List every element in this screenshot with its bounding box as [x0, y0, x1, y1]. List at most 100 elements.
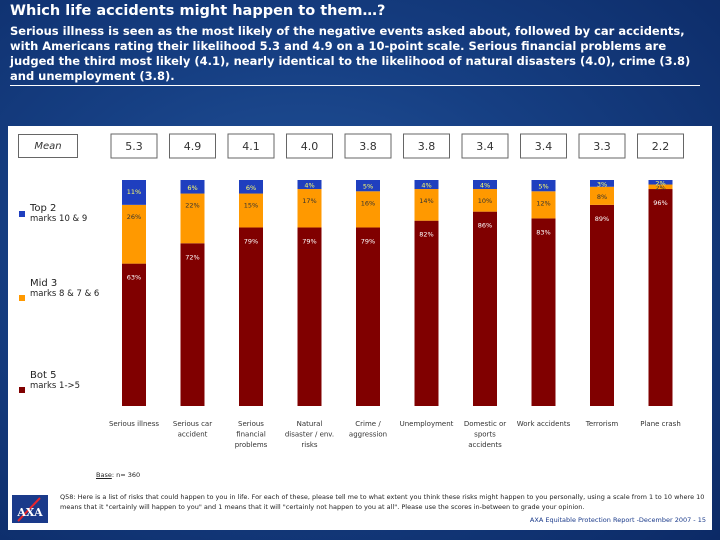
mean-box — [637, 133, 684, 159]
data-label: 4% — [421, 182, 431, 190]
data-label: 79% — [302, 237, 316, 245]
data-label: 26% — [127, 213, 141, 221]
chart-panel: 5.3 63% 26% 11% Serious illness 4.9 72% 22% 6% Se… — [8, 126, 712, 530]
category-label: Serious car accident — [173, 420, 212, 439]
data-label: 83% — [536, 228, 550, 236]
bar-segment — [531, 191, 556, 219]
bar-segment — [473, 211, 497, 406]
data-label: 8% — [597, 193, 607, 201]
mean-value: 5.3 — [125, 140, 143, 153]
mean-box — [403, 133, 450, 159]
data-label: 14% — [419, 197, 433, 205]
legend-top2: Top 2 marks 10 & 9 — [16, 203, 87, 225]
base-value: : n= 360 — [111, 471, 141, 479]
mean-value: 3.3 — [593, 140, 611, 153]
bar-segment — [590, 186, 614, 205]
data-label: 11% — [127, 188, 141, 196]
bar-segment — [590, 180, 614, 187]
legend-top2-label: Top 2 — [30, 203, 57, 214]
base-note: Base: n= 360 — [96, 471, 140, 479]
legend-mid3-label: Mid 3 — [30, 278, 58, 289]
bar-segment — [239, 193, 263, 228]
legend-mid3: Mid 3 marks 8 & 7 & 6 — [16, 278, 99, 301]
legend-bot5-label: Bot 5 — [30, 370, 57, 381]
mean-box — [578, 133, 626, 159]
legend-top2-sub: marks 10 & 9 — [30, 214, 88, 224]
category-label: Work accidents — [517, 420, 571, 428]
data-label: 17% — [302, 197, 316, 205]
category-label: Crime / aggression — [349, 420, 387, 439]
legend-mid3-swatch — [19, 295, 25, 301]
category-label: Serious illness — [109, 420, 159, 428]
category-label: Natural disaster / env. risks — [285, 420, 334, 449]
bar-segment — [297, 180, 322, 190]
bar-segment — [239, 180, 263, 194]
data-label: 2% — [655, 179, 665, 187]
bar-segment — [648, 180, 673, 185]
bar-segment — [473, 189, 497, 212]
data-label: 16% — [361, 199, 375, 207]
logo-text: AXA — [16, 506, 43, 519]
mean-value: 4.0 — [301, 140, 319, 153]
category-label: Serious financial problems — [235, 420, 268, 449]
data-label: 12% — [536, 199, 550, 207]
footer-text: AXA Equitable Protection Report -Decembe… — [529, 516, 706, 524]
bar-segment — [414, 220, 439, 406]
stacked-bar-chart: 5.3 63% 26% 11% Serious illness 4.9 72% 22% 6% Se… — [109, 133, 684, 449]
question-text: Q58: Here is a list of risks that could … — [60, 493, 705, 511]
mean-value: 3.4 — [476, 140, 494, 153]
mean-value: 3.4 — [535, 140, 553, 153]
bar-segment — [297, 227, 322, 406]
bar-segment — [180, 193, 205, 244]
bar-segment — [356, 180, 380, 192]
bar-segment — [356, 227, 380, 406]
legend-bot5-swatch — [19, 387, 25, 393]
data-label: 96% — [653, 199, 667, 207]
bar-segment — [122, 180, 146, 205]
category-label: Unemployment — [400, 420, 454, 428]
data-label: 79% — [361, 237, 375, 245]
mean-box — [344, 133, 392, 159]
mean-value: 4.1 — [242, 140, 260, 153]
data-label: 79% — [244, 237, 258, 245]
legend-bot5-sub: marks 1->5 — [30, 381, 81, 391]
data-label: 6% — [187, 184, 197, 192]
bar-segment — [180, 243, 205, 406]
bar-segment — [473, 180, 497, 190]
page-subtitle: Serious illness is seen as the most like… — [10, 24, 700, 86]
mean-box — [461, 133, 509, 159]
bar-segment — [648, 184, 673, 190]
data-label: 89% — [595, 215, 609, 223]
legend-bot5: Bot 5 marks 1->5 — [16, 370, 81, 393]
data-label: 5% — [363, 183, 373, 191]
data-label: 82% — [419, 231, 433, 239]
data-label: 10% — [478, 197, 492, 205]
bar-segment — [531, 180, 556, 192]
data-label: 4% — [304, 182, 314, 190]
axa-logo: AXA — [10, 493, 50, 525]
mean-box — [110, 133, 158, 159]
bar-segment — [180, 180, 205, 194]
category-label: Plane crash — [640, 420, 681, 428]
data-label: 2% — [655, 184, 665, 192]
base-label: Base — [96, 471, 112, 479]
bar-segment — [590, 204, 614, 406]
bar-segment — [297, 189, 322, 228]
data-label: 86% — [478, 222, 492, 230]
mean-value: 4.9 — [184, 140, 202, 153]
bar-segment — [414, 180, 439, 190]
data-label: 22% — [185, 202, 199, 210]
data-label: 4% — [480, 182, 490, 190]
bar-segment — [414, 189, 439, 221]
mean-value: 3.8 — [418, 140, 436, 153]
category-label: Terrorism — [585, 420, 619, 428]
mean-value: 2.2 — [652, 140, 670, 153]
bar-segment — [122, 204, 146, 264]
mean-box — [227, 133, 275, 159]
bar-segment — [239, 227, 263, 406]
mean-box — [520, 133, 567, 159]
mean-label: Mean — [18, 134, 78, 158]
mean-box — [169, 133, 216, 159]
bar-segment — [122, 263, 146, 406]
data-label: 3% — [597, 180, 607, 188]
